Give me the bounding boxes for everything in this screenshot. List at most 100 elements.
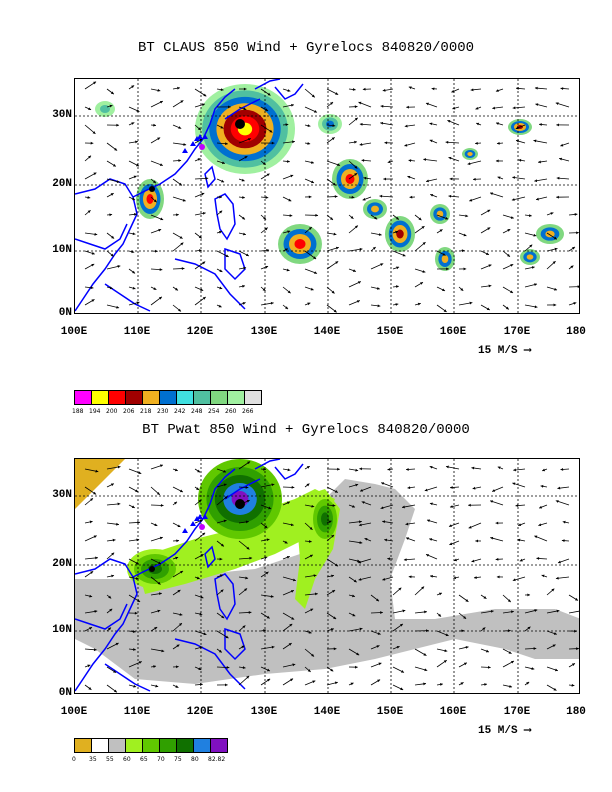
- wind-vector-head: [242, 666, 246, 670]
- wind-vector-head: [199, 612, 203, 616]
- wind-vector-head: [496, 122, 499, 126]
- wind-vector-head: [306, 483, 310, 487]
- coastline: [75, 558, 138, 692]
- wind-vector-head: [490, 500, 494, 503]
- wind-vector-head: [109, 104, 113, 108]
- colorbar-swatch: [159, 738, 177, 753]
- wind-vector-head: [331, 290, 335, 294]
- wind-vector-head: [505, 306, 509, 310]
- coastline: [224, 98, 261, 120]
- wind-vector-head: [359, 627, 363, 631]
- wind-vector-head: [362, 197, 366, 201]
- wind-vector-head: [90, 141, 94, 145]
- wind-vector-head: [561, 539, 565, 543]
- wind-vector-head: [94, 232, 98, 236]
- wind-vector-head: [483, 596, 487, 599]
- wind-vector-head: [446, 267, 449, 271]
- wind-vector-head: [359, 122, 363, 126]
- wind-vector-head: [220, 88, 224, 92]
- wind-vector-head: [88, 155, 92, 159]
- wind-vector-head: [557, 486, 561, 490]
- colorbar-swatch: [159, 390, 177, 405]
- wind-vector-head: [460, 682, 464, 685]
- wind-vector-head: [331, 137, 335, 141]
- wind-vector-head: [527, 626, 531, 630]
- wind-vector-head: [395, 216, 399, 220]
- wind-vector-head: [116, 123, 120, 127]
- coastline: [75, 178, 138, 312]
- map-canvas: [75, 459, 579, 693]
- wind-vector-head: [287, 468, 291, 472]
- wind-vector-head: [328, 520, 332, 524]
- wind-vector-head: [448, 156, 452, 160]
- wind-vector-head: [265, 265, 269, 269]
- wind-vector-head: [91, 251, 95, 255]
- wind-vector-head: [439, 229, 443, 233]
- wind-vector-head: [306, 466, 310, 469]
- wind-vector-head: [407, 175, 411, 179]
- wind-vector-head: [203, 632, 207, 636]
- wind-vector-head: [110, 193, 114, 196]
- wind-vector-head: [384, 538, 388, 542]
- wind-vector-head: [534, 283, 538, 287]
- wind-vector-head: [374, 216, 378, 220]
- wind-vector-head: [467, 162, 471, 166]
- wind-vector-head: [242, 284, 246, 288]
- wind-vector-head: [352, 594, 355, 598]
- wind-vector-head: [507, 253, 510, 257]
- wind-vector-head: [359, 143, 363, 146]
- wind-vector-head: [93, 648, 97, 652]
- colorbar-swatch: [227, 390, 245, 405]
- wind-vector-head: [355, 665, 358, 669]
- gyre-marker: [199, 144, 205, 150]
- wind-vector-head: [112, 163, 116, 167]
- colorbar-label: 218: [140, 408, 152, 415]
- wind-vector-head: [312, 680, 316, 684]
- wind-vector-head: [445, 140, 449, 144]
- wind-vector-head: [138, 661, 142, 664]
- wind-vector-head: [110, 483, 114, 487]
- lon-label-120e: 120E: [186, 326, 214, 338]
- wind-vector-head: [406, 105, 409, 109]
- coastline: [214, 573, 236, 621]
- wind-vector-head: [197, 127, 201, 131]
- cloud-region: [545, 230, 555, 238]
- wind-vector-head: [111, 235, 115, 239]
- wind-vector-head: [288, 198, 292, 202]
- wind-vector-head: [135, 577, 139, 580]
- wind-vector-head: [535, 103, 539, 107]
- wind-vector-head: [93, 172, 97, 176]
- wind-vector-head: [178, 126, 182, 129]
- lon-label-180: 180: [566, 326, 586, 338]
- wind-vector-head: [180, 100, 184, 104]
- wind-vector-head: [507, 229, 511, 232]
- wind-vector-head: [332, 124, 336, 128]
- colorbar-swatch: [74, 390, 92, 405]
- wind-vector-head: [176, 213, 179, 217]
- wind-vector-head: [426, 179, 429, 183]
- wind-vector-head: [307, 124, 311, 128]
- wind-vector-head: [354, 140, 357, 144]
- wind-vector-head: [177, 524, 181, 527]
- wind-vector-head: [311, 94, 315, 98]
- wind-vector-head: [577, 285, 579, 289]
- coastline: [254, 79, 281, 90]
- gyre-marker: [194, 136, 200, 141]
- wind-vector-head: [180, 242, 184, 246]
- wind-vector-head: [406, 467, 409, 471]
- wind-vector-head: [495, 521, 499, 525]
- gyre-marker: [197, 134, 203, 139]
- wind-vector-head: [311, 504, 315, 508]
- wind-vector-head: [248, 138, 251, 141]
- wind-vector-head: [438, 613, 442, 617]
- wind-vector-head: [335, 92, 339, 95]
- wind-vector-head: [311, 161, 314, 164]
- wind-vector-head: [223, 469, 227, 473]
- wind-vector-head: [471, 559, 475, 563]
- wind-vector-head: [531, 667, 535, 670]
- wind-vector-head: [361, 501, 365, 504]
- wind-vector-head: [468, 525, 472, 529]
- wind-vector-head: [286, 555, 290, 559]
- wind-vector-head: [470, 88, 474, 92]
- wind-vector-head: [507, 599, 511, 603]
